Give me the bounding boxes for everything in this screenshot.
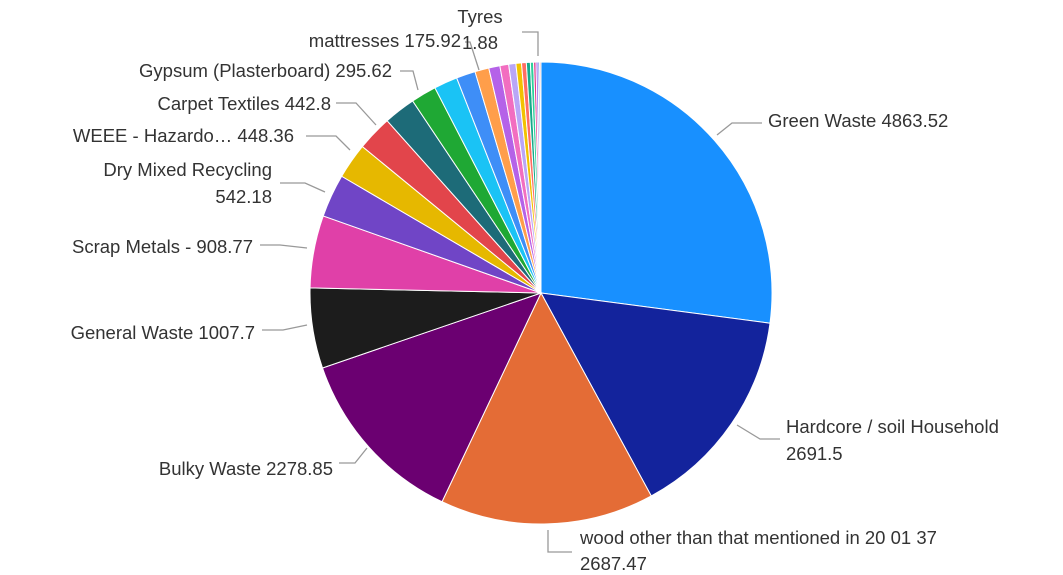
leader-line-general-waste [262, 324, 308, 331]
leader-line-dry-mixed [280, 182, 326, 193]
leader-line-green-waste [716, 122, 762, 136]
leader-line-bulky-waste [339, 447, 368, 464]
leader-line-carpet-textiles [336, 102, 377, 126]
leader-line-wood [547, 530, 572, 553]
data-label-dry-mixed-line2: 542.18 [215, 186, 272, 207]
data-label-dry-mixed-line1: Dry Mixed Recycling [103, 159, 272, 180]
pie-slices [309, 61, 773, 525]
data-label-carpet-textiles: Carpet Textiles 442.8 [158, 93, 331, 114]
data-label-wood-line2: 2687.47 [580, 553, 647, 574]
data-label-general-waste: General Waste 1007.7 [71, 322, 255, 343]
leader-lines [260, 31, 780, 553]
pie-slice-green-waste[interactable] [540, 61, 773, 324]
leader-line-weee [306, 135, 351, 151]
data-label-hardcore-line1: Hardcore / soil Household [786, 416, 999, 437]
leader-line-scrap-metals [260, 244, 308, 249]
data-label-gypsum: Gypsum (Plasterboard) 295.62 [139, 60, 392, 81]
data-label-scrap-metals: Scrap Metals - 908.77 [72, 236, 253, 257]
leader-line-gypsum [400, 70, 419, 91]
leader-line-hardcore [736, 424, 780, 440]
data-label-hardcore-line2: 2691.5 [786, 443, 843, 464]
data-label-bulky-waste: Bulky Waste 2278.85 [159, 458, 333, 479]
pie-slice-wood-other-than-that-mentioned-in-20-01-37[interactable] [441, 291, 652, 525]
data-label-tyres-line1: Tyres [457, 6, 502, 27]
data-label-wood-line1: wood other than that mentioned in 20 01 … [579, 527, 937, 548]
pie-slice-hardcore-soil-household[interactable] [540, 292, 771, 497]
data-label-green-waste: Green Waste 4863.52 [768, 110, 948, 131]
data-label-weee: WEEE - Hazardo… 448.36 [73, 125, 294, 146]
data-label-mattresses: mattresses 175.92 [309, 30, 461, 51]
leader-line-tyres [522, 31, 539, 56]
pie-slice-bulky-waste[interactable] [321, 292, 542, 503]
leader-line-mattresses [465, 41, 480, 71]
data-label-tyres-line2: 1.88 [462, 32, 498, 53]
